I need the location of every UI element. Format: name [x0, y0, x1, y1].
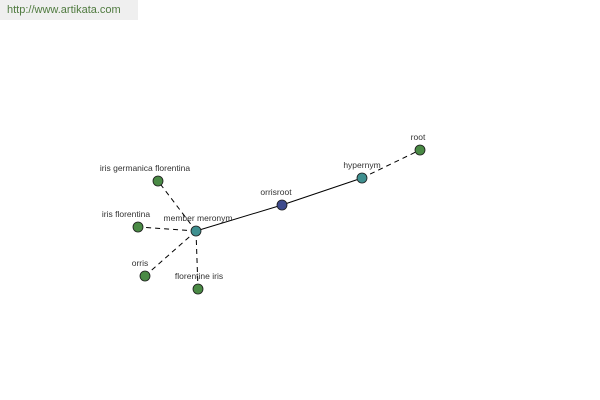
edge-member_meronym-orris: [144, 230, 197, 277]
edge-orrisroot-hypernym: [281, 177, 363, 206]
node-member_meronym[interactable]: [190, 225, 202, 237]
node-label: member meronym: [164, 213, 233, 223]
node-label: orrisroot: [260, 187, 292, 197]
node-florentine_iris[interactable]: [192, 283, 204, 295]
node-label: iris florentina: [102, 209, 150, 219]
edge-member_meronym-florentine_iris: [195, 230, 199, 290]
node-root[interactable]: [414, 144, 426, 156]
node-label: iris germanica florentina: [100, 163, 191, 173]
node-orrisroot[interactable]: [276, 199, 288, 211]
node-hypernym[interactable]: [356, 172, 368, 184]
node-label: florentine iris: [175, 271, 223, 281]
node-label: orris: [132, 258, 149, 268]
node-iris_florentina[interactable]: [132, 221, 144, 233]
node-label: root: [411, 132, 426, 142]
watermark-banner: http://www.artikata.com: [0, 0, 138, 20]
edge-member_meronym-iris_germanica_florentina: [157, 180, 197, 232]
edge-hypernym-root: [361, 149, 421, 179]
node-orris[interactable]: [139, 270, 151, 282]
node-iris_germanica_florentina[interactable]: [152, 175, 164, 187]
watermark-link[interactable]: http://www.artikata.com: [7, 4, 121, 16]
edge-member_meronym-iris_florentina: [137, 226, 197, 232]
edge-orrisroot-member_meronym: [195, 204, 283, 232]
node-label: hypernym: [343, 160, 380, 170]
